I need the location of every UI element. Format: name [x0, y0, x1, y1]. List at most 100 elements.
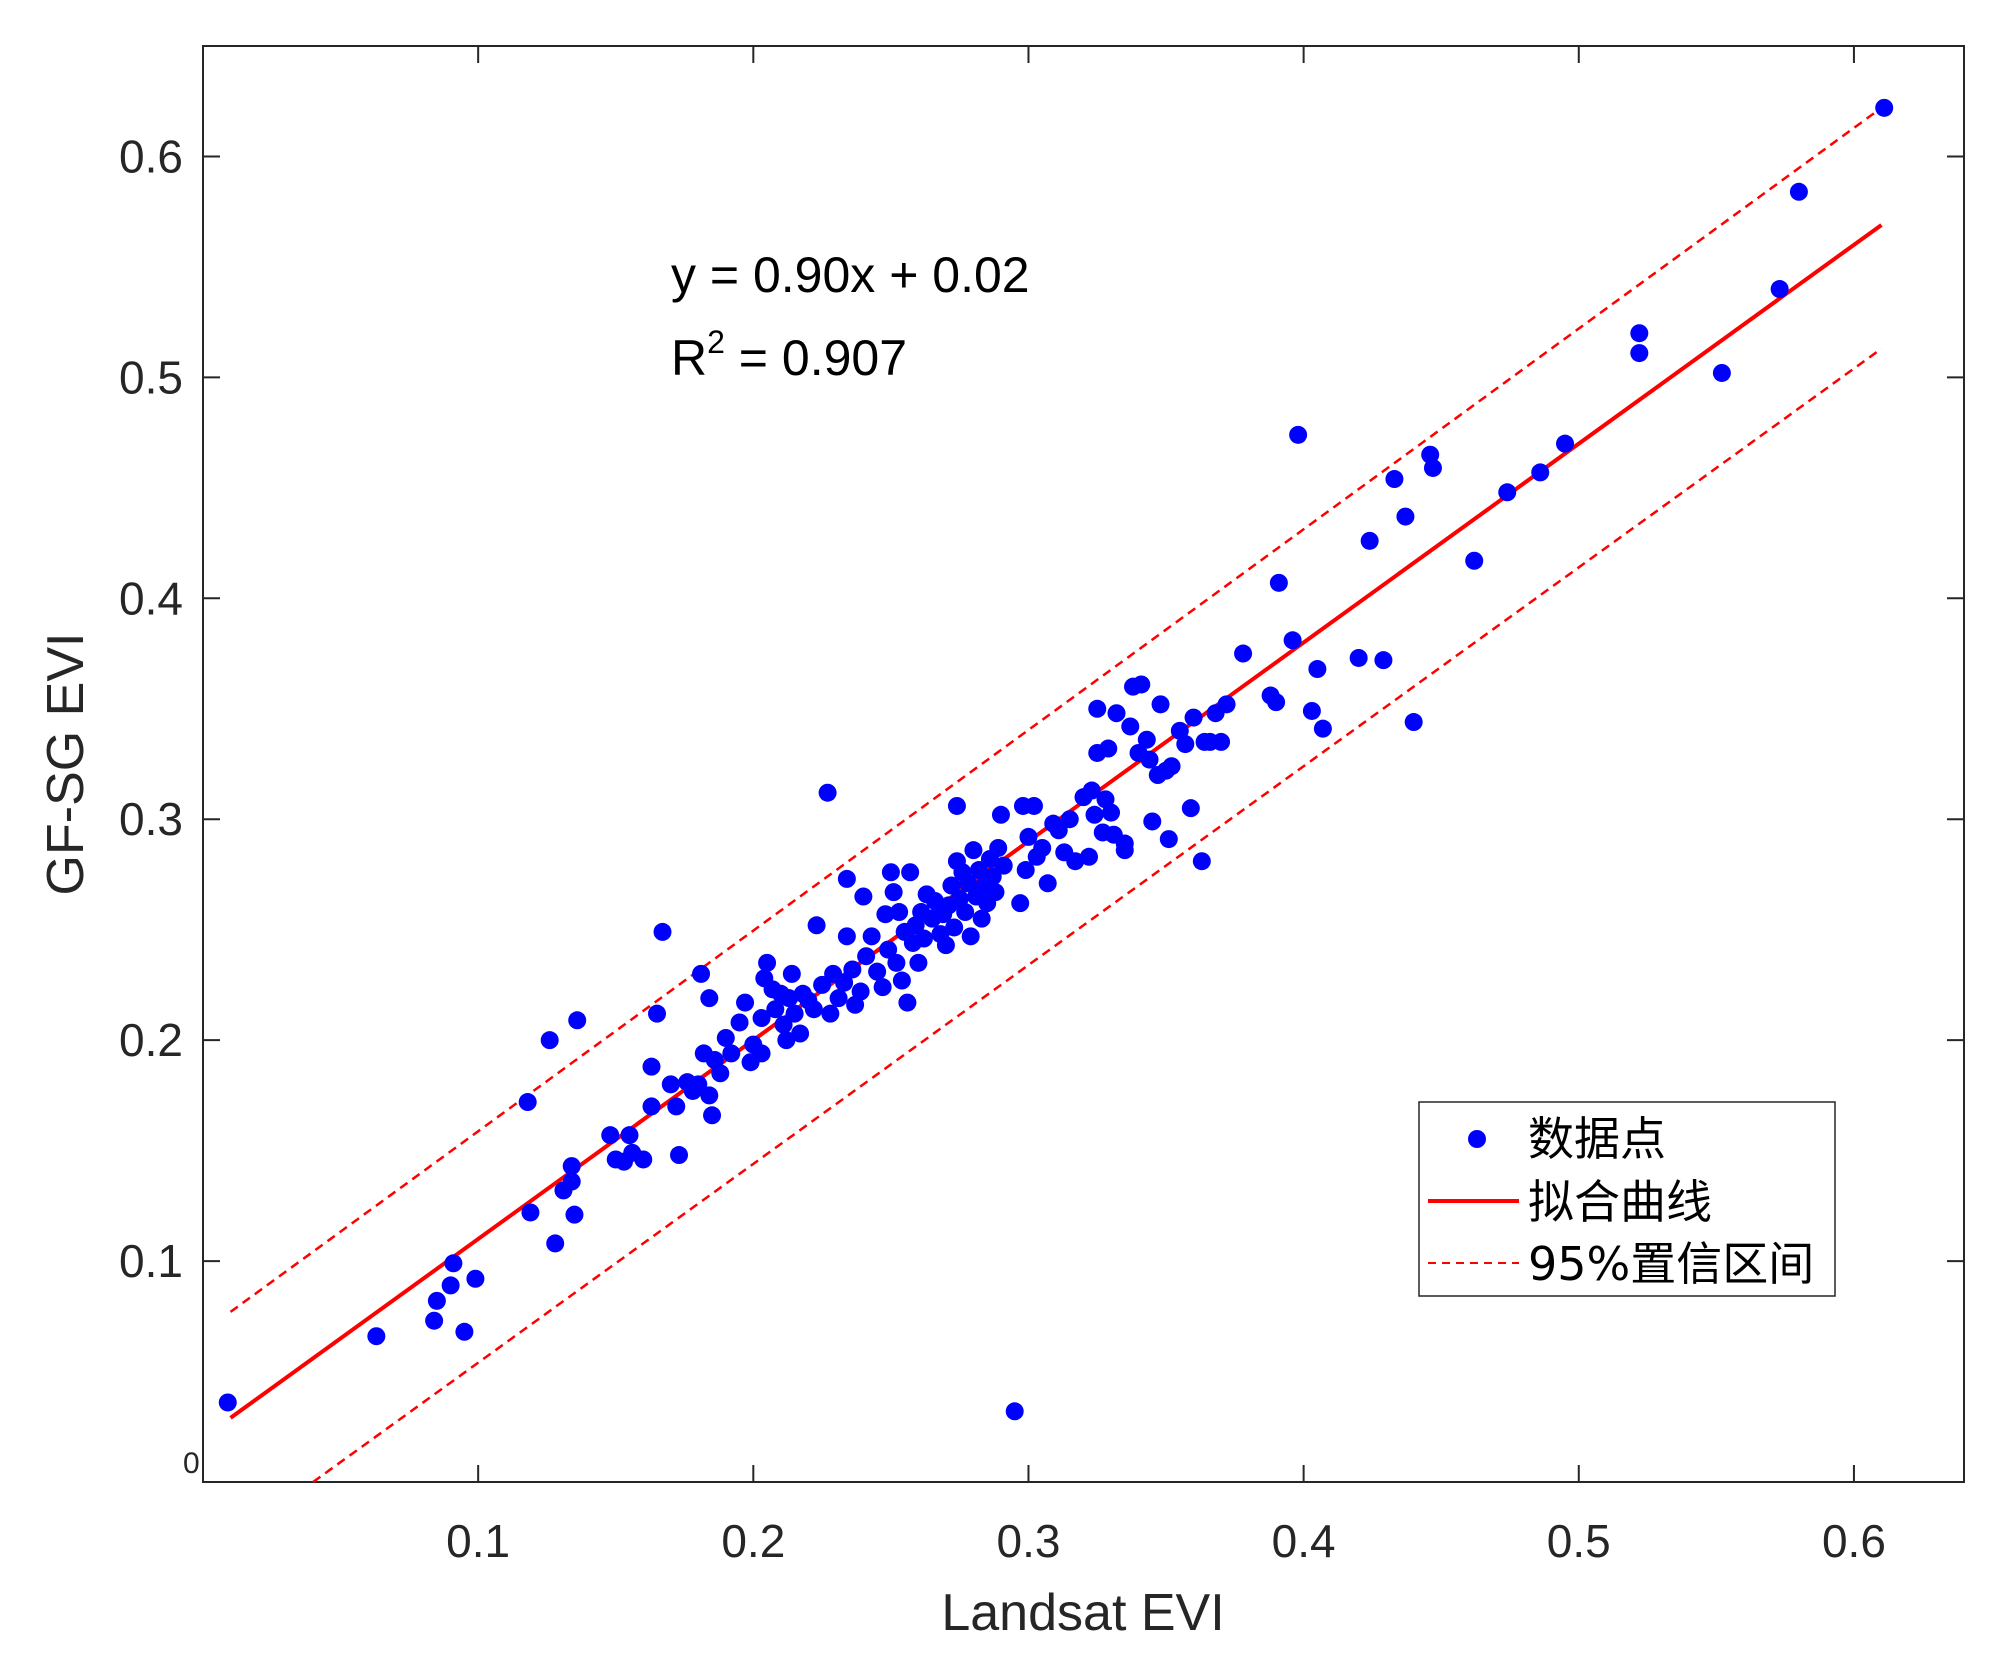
data-point	[837, 869, 856, 888]
data-point	[851, 982, 870, 1001]
data-point	[648, 1004, 667, 1023]
data-point	[1770, 280, 1789, 299]
data-point	[1423, 458, 1442, 477]
data-point	[1302, 701, 1321, 720]
data-point	[1396, 507, 1415, 526]
data-point	[562, 1172, 581, 1191]
data-point	[898, 993, 917, 1012]
data-point	[1005, 1402, 1024, 1421]
r-squared-superscript: 2	[707, 324, 725, 360]
data-point	[914, 929, 933, 948]
data-point	[876, 905, 895, 924]
data-point	[972, 909, 991, 928]
data-point	[736, 993, 755, 1012]
x-tick-label: 0.3	[996, 1515, 1060, 1567]
data-point	[1143, 812, 1162, 831]
data-point	[936, 936, 955, 955]
data-point	[466, 1269, 485, 1288]
legend-label-fit: 拟合曲线	[1528, 1175, 1712, 1229]
data-point	[1159, 830, 1178, 849]
data-point	[1016, 861, 1035, 880]
data-point	[804, 1000, 823, 1019]
data-point	[873, 978, 892, 997]
data-point	[1289, 425, 1308, 444]
data-point	[958, 874, 977, 893]
data-point	[642, 1097, 661, 1116]
data-point	[989, 838, 1008, 857]
data-point	[1140, 750, 1159, 769]
data-point	[829, 989, 848, 1008]
data-point	[1060, 810, 1079, 829]
data-point	[969, 861, 988, 880]
data-point	[947, 796, 966, 815]
data-point	[1121, 717, 1140, 736]
data-point	[568, 1011, 587, 1030]
data-point	[1033, 838, 1052, 857]
data-point	[994, 856, 1013, 875]
data-point	[367, 1327, 386, 1346]
ci-upper-line	[229, 106, 1883, 1313]
data-point	[758, 953, 777, 972]
y-axis-title: GF-SG EVI	[37, 633, 95, 896]
data-point	[1267, 693, 1286, 712]
data-point	[942, 876, 961, 895]
y-tick-label: 0.2	[119, 1014, 183, 1066]
data-point	[540, 1031, 559, 1050]
data-point	[1349, 648, 1368, 667]
data-point	[1531, 463, 1550, 482]
data-point	[1212, 732, 1231, 751]
data-point	[711, 1064, 730, 1083]
data-point	[620, 1126, 639, 1145]
data-point	[807, 916, 826, 935]
r-squared-label: R2 = 0.907	[671, 324, 907, 386]
data-point	[546, 1234, 565, 1253]
data-point	[689, 1075, 708, 1094]
data-point	[218, 1393, 237, 1412]
data-point	[956, 903, 975, 922]
data-point	[1234, 644, 1253, 663]
data-point	[785, 1004, 804, 1023]
data-point	[925, 891, 944, 910]
data-point	[854, 887, 873, 906]
data-point	[562, 1157, 581, 1176]
data-point	[1308, 660, 1327, 679]
regression-equation: y = 0.90x + 0.02	[671, 247, 1030, 303]
legend-label-ci: 95%置信区间	[1528, 1237, 1814, 1291]
y-tick-label: 0.5	[119, 351, 183, 403]
data-point	[821, 1004, 840, 1023]
data-point	[1498, 483, 1517, 502]
y-tick-label: 0.4	[119, 572, 183, 624]
data-point	[1080, 847, 1099, 866]
data-point	[427, 1291, 446, 1310]
data-point	[722, 1044, 741, 1063]
data-point	[703, 1106, 722, 1125]
data-point	[565, 1205, 584, 1224]
data-point	[692, 964, 711, 983]
data-point	[634, 1150, 653, 1169]
x-tick-label: 0.5	[1547, 1515, 1611, 1567]
data-point	[884, 883, 903, 902]
data-point	[1049, 821, 1068, 840]
data-point	[782, 964, 801, 983]
data-point	[1038, 874, 1057, 893]
data-point	[818, 783, 837, 802]
data-point	[961, 927, 980, 946]
x-tick-label: 0.4	[1272, 1515, 1336, 1567]
data-point	[909, 953, 928, 972]
data-point	[730, 1013, 749, 1032]
data-point	[752, 1009, 771, 1028]
data-point	[1385, 470, 1404, 489]
data-point	[991, 805, 1010, 824]
data-point	[1024, 796, 1043, 815]
data-point	[642, 1057, 661, 1076]
data-point	[700, 1086, 719, 1105]
y-tick-label: 0.1	[119, 1235, 183, 1287]
data-point	[1465, 551, 1484, 570]
data-point	[1099, 739, 1118, 758]
data-point	[1107, 704, 1126, 723]
data-point	[945, 918, 964, 937]
data-point	[716, 1028, 735, 1047]
origin-label: 0	[183, 1447, 200, 1480]
data-point	[964, 841, 983, 860]
